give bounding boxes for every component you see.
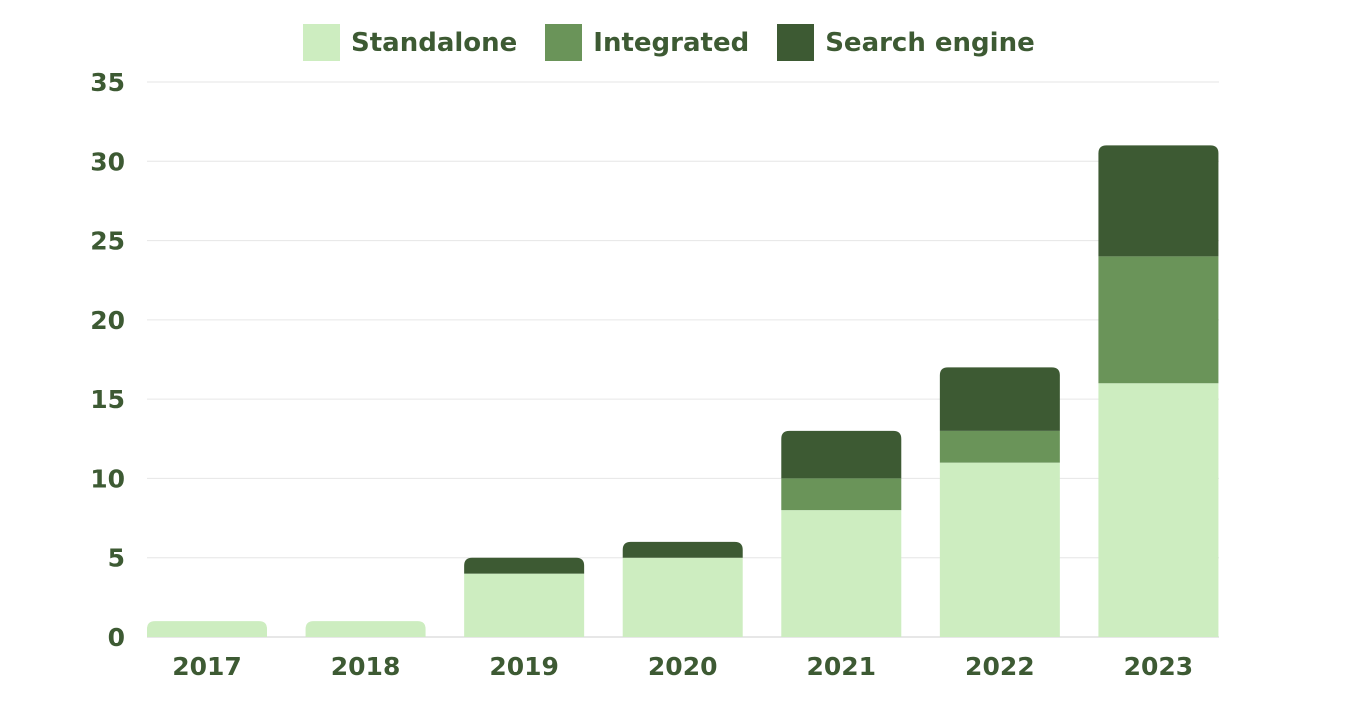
bar-search-engine-2023 xyxy=(1098,145,1219,257)
legend-swatch-search-engine xyxy=(777,24,815,61)
x-tick-label: 2021 xyxy=(806,652,876,681)
legend-item-integrated: Integrated xyxy=(545,24,749,61)
y-tick-label: 0 xyxy=(108,623,125,652)
legend-item-search-engine: Search engine xyxy=(777,24,1035,61)
legend-swatch-standalone xyxy=(303,24,340,61)
y-tick-label: 15 xyxy=(90,385,125,414)
x-tick-label: 2018 xyxy=(331,652,401,681)
legend-swatch-integrated xyxy=(545,24,583,61)
legend-item-standalone: Standalone xyxy=(303,24,517,61)
bar-standalone-2021 xyxy=(781,510,902,637)
bar-standalone-2020 xyxy=(622,557,743,637)
bar-search-engine-2020 xyxy=(622,541,743,558)
bar-standalone-2017 xyxy=(147,621,267,637)
y-tick-label: 20 xyxy=(90,306,125,335)
bar-standalone-2018 xyxy=(305,621,426,637)
bar-standalone-2022 xyxy=(939,462,1060,637)
bar-integrated-2021 xyxy=(781,478,902,511)
bar-search-engine-2022 xyxy=(939,367,1060,431)
legend: Standalone Integrated Search engine xyxy=(303,24,1063,61)
x-tick-label: 2020 xyxy=(648,652,718,681)
bar-standalone-2019 xyxy=(464,573,585,637)
legend-label: Integrated xyxy=(593,27,750,58)
bar-search-engine-2019 xyxy=(464,557,585,574)
bar-integrated-2023 xyxy=(1098,256,1219,384)
y-tick-label: 25 xyxy=(90,227,125,256)
legend-label: Search engine xyxy=(825,27,1035,58)
y-tick-label: 30 xyxy=(90,147,125,176)
bar-standalone-2023 xyxy=(1098,383,1219,637)
y-tick-label: 35 xyxy=(90,68,125,97)
x-tick-label: 2019 xyxy=(489,652,559,681)
y-tick-label: 10 xyxy=(90,464,125,493)
legend-label: Standalone xyxy=(351,27,518,58)
y-tick-label: 5 xyxy=(108,544,125,573)
bar-integrated-2022 xyxy=(939,430,1060,463)
bar-search-engine-2021 xyxy=(781,430,902,479)
x-tick-label: 2022 xyxy=(965,652,1035,681)
x-tick-label: 2023 xyxy=(1124,652,1194,681)
x-tick-label: 2017 xyxy=(172,652,242,681)
